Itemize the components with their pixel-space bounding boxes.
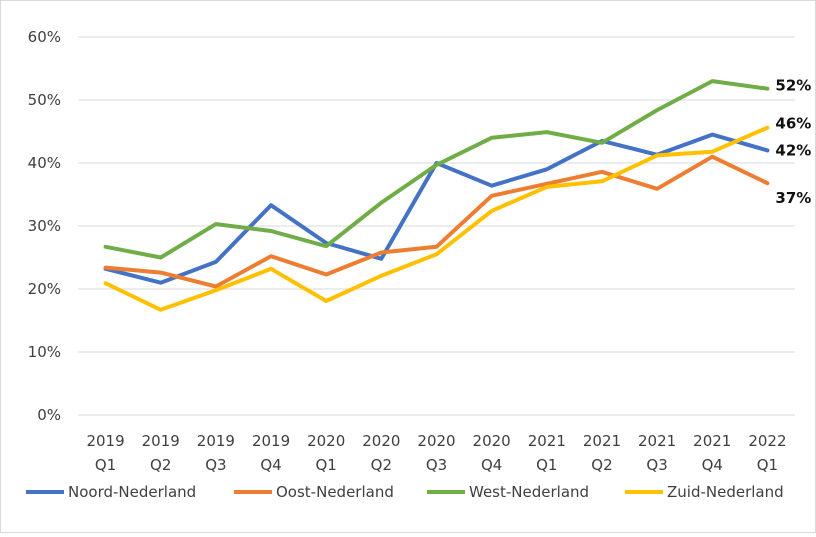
series-line-noord-nederland [103,132,770,285]
x-tick-label-quarter: Q4 [481,456,502,474]
legend-label: West-Nederland [469,483,589,501]
end-label: 46% [775,115,811,133]
y-tick-label: 20% [28,280,61,298]
y-axis-ticks: 0% 10% 20% 30% 40% 50% 60% [28,28,61,424]
legend-label: Noord-Nederland [68,483,196,501]
series-line-west-nederland [103,79,770,260]
end-label: 42% [775,141,811,159]
x-tick-label-year: 2020 [362,432,400,450]
x-tick-label-year: 2019 [86,432,124,450]
x-tick-label-quarter: Q1 [536,456,557,474]
y-tick-label: 60% [28,28,61,46]
x-tick-label-quarter: Q2 [591,456,612,474]
x-tick-label-year: 2021 [583,432,621,450]
x-tick-label-year: 2021 [638,432,676,450]
x-tick-label-year: 2020 [307,432,345,450]
x-tick-label-year: 2021 [693,432,731,450]
y-tick-label: 10% [28,343,61,361]
x-tick-label-year: 2022 [748,432,786,450]
x-tick-label-quarter: Q2 [150,456,171,474]
end-label: 37% [775,189,811,207]
y-tick-label: 40% [28,154,61,172]
x-tick-label-year: 2020 [417,432,455,450]
x-tick-label-quarter: Q3 [205,456,226,474]
x-tick-label-quarter: Q3 [426,456,447,474]
x-tick-label-quarter: Q1 [95,456,116,474]
y-tick-label: 50% [28,91,61,109]
x-tick-label-quarter: Q4 [702,456,723,474]
series-lines [103,79,770,312]
x-tick-label-quarter: Q2 [371,456,392,474]
end-labels: 42% 37% 52% 46% [775,77,811,208]
y-tick-label: 30% [28,217,61,235]
series-line-oost-nederland [103,154,770,289]
x-tick-label-quarter: Q1 [316,456,337,474]
x-tick-label-year: 2021 [528,432,566,450]
legend: Noord-Nederland Oost-Nederland West-Nederl… [26,483,784,501]
legend-label: Zuid-Nederland [667,483,784,501]
x-tick-label-year: 2019 [252,432,290,450]
x-tick-label-year: 2019 [142,432,180,450]
legend-label: Oost-Nederland [276,483,394,501]
y-tick-label: 0% [37,406,61,424]
x-tick-label-quarter: Q4 [260,456,281,474]
x-tick-label-year: 2019 [197,432,235,450]
x-tick-label-quarter: Q1 [757,456,778,474]
x-tick-label-quarter: Q3 [646,456,667,474]
end-label: 52% [775,77,811,95]
x-tick-label-year: 2020 [473,432,511,450]
series-line-zuid-nederland [103,125,770,312]
x-axis-ticks: 2019 Q1 2019 Q2 2019 Q3 2019 Q4 2020 Q1 2020 Q2 2020… [86,432,786,474]
